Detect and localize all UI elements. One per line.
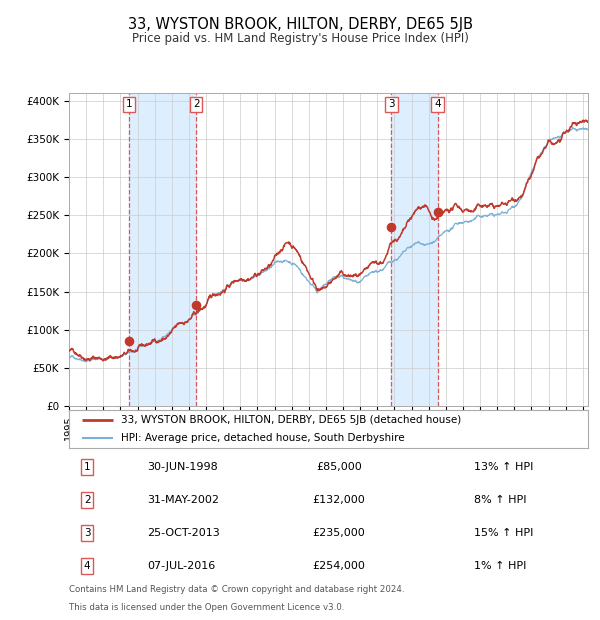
Bar (129, 93, 196, 406)
Text: 33, WYSTON BROOK, HILTON, DERBY, DE65 5JB: 33, WYSTON BROOK, HILTON, DERBY, DE65 5J… (128, 17, 473, 32)
Text: 1% ↑ HPI: 1% ↑ HPI (474, 560, 526, 571)
Text: This data is licensed under the Open Government Licence v3.0.: This data is licensed under the Open Gov… (69, 603, 344, 612)
Text: 07-JUL-2016: 07-JUL-2016 (147, 560, 215, 571)
Point (191, 300, 201, 310)
Text: Price paid vs. HM Land Registry's House Price Index (HPI): Price paid vs. HM Land Registry's House … (131, 32, 469, 45)
Text: HPI: Average price, detached house, South Derbyshire: HPI: Average price, detached house, Sout… (121, 433, 404, 443)
Point (386, 222, 396, 232)
Text: 4: 4 (434, 99, 441, 110)
Text: 13% ↑ HPI: 13% ↑ HPI (474, 462, 533, 472)
Text: 2: 2 (84, 495, 91, 505)
Text: £85,000: £85,000 (316, 462, 362, 472)
Text: 8% ↑ HPI: 8% ↑ HPI (474, 495, 526, 505)
Text: £132,000: £132,000 (313, 495, 365, 505)
Text: 4: 4 (84, 560, 91, 571)
Text: £235,000: £235,000 (313, 528, 365, 538)
Text: Contains HM Land Registry data © Crown copyright and database right 2024.: Contains HM Land Registry data © Crown c… (69, 585, 404, 595)
Text: 2: 2 (193, 99, 199, 110)
Bar (391, 93, 437, 406)
Point (433, 207, 442, 217)
Text: 31-MAY-2002: 31-MAY-2002 (147, 495, 219, 505)
Text: 33, WYSTON BROOK, HILTON, DERBY, DE65 5JB (detached house): 33, WYSTON BROOK, HILTON, DERBY, DE65 5J… (121, 415, 461, 425)
Text: 30-JUN-1998: 30-JUN-1998 (147, 462, 218, 472)
Text: 3: 3 (388, 99, 395, 110)
Text: 15% ↑ HPI: 15% ↑ HPI (474, 528, 533, 538)
Text: 1: 1 (84, 462, 91, 472)
Text: 25-OCT-2013: 25-OCT-2013 (147, 528, 220, 538)
Text: 3: 3 (84, 528, 91, 538)
Text: £254,000: £254,000 (313, 560, 365, 571)
Point (124, 336, 134, 346)
Text: 1: 1 (125, 99, 132, 110)
